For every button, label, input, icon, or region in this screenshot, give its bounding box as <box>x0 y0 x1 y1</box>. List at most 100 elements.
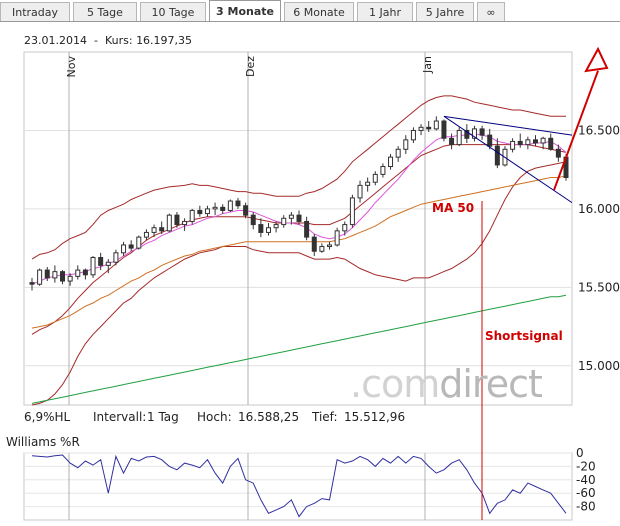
candle-body <box>121 244 127 254</box>
ma50-line <box>31 175 567 329</box>
candle-body <box>265 227 271 233</box>
kurs-label: Kurs: <box>104 34 133 47</box>
candle-body <box>37 269 43 285</box>
y-tick-label: 16.000 <box>578 202 620 216</box>
indicator-label: 6,9%HL <box>24 410 71 424</box>
tab-max[interactable]: ∞ <box>477 2 505 21</box>
williams-tick-label: -80 <box>576 500 596 514</box>
intervall-label: Intervall: <box>93 410 147 424</box>
ma-short-line <box>31 133 567 285</box>
candle-body <box>227 200 233 211</box>
candle-body <box>365 181 371 186</box>
candle-body <box>52 271 58 279</box>
candle-body <box>235 200 241 207</box>
ma200-line <box>31 294 567 404</box>
tab-intraday[interactable]: Intraday <box>0 2 70 21</box>
comdirect-logo: .comdirect <box>350 362 543 406</box>
candle-body <box>525 139 531 146</box>
candle-body <box>319 246 325 252</box>
price-plot-area <box>23 51 573 406</box>
candle-body <box>105 261 111 266</box>
shortsignal-annotation: Shortsignal <box>485 329 563 343</box>
candle-body <box>426 126 432 130</box>
candle-body <box>433 120 439 130</box>
candle-body <box>327 244 333 248</box>
tab-6-monate[interactable]: 6 Monate <box>284 2 354 21</box>
upper-trendline <box>443 115 573 136</box>
williams-tick-label: -60 <box>576 486 596 500</box>
tab-1-jahr[interactable]: 1 Jahr <box>357 2 413 21</box>
williams-plot-area <box>23 452 573 521</box>
candle-body <box>159 227 165 232</box>
candle-body <box>471 128 477 139</box>
candle-body <box>29 282 35 285</box>
bollinger-upper-line <box>31 95 566 260</box>
candle-body <box>540 137 546 144</box>
candle-body <box>410 129 416 141</box>
candle-body <box>243 205 249 216</box>
tab-5-jahre[interactable]: 5 Jahre <box>416 2 474 21</box>
candle-body <box>90 257 96 276</box>
breakout-arrow-head <box>584 46 609 73</box>
williams-tick-label: -40 <box>576 473 596 487</box>
candle-body <box>487 134 493 147</box>
y-tick-label: 16.500 <box>578 123 620 137</box>
ma50-annotation: MA 50 <box>432 201 474 215</box>
candle-body <box>441 120 447 139</box>
logo-dark: direct <box>439 362 543 406</box>
period-tabs: Intraday 5 Tage 10 Tage 3 Monate 6 Monate 1 J… <box>0 0 620 22</box>
williams-tick-label: 0 <box>576 446 584 460</box>
tab-3-monate[interactable]: 3 Monate <box>209 0 281 21</box>
candle-body <box>204 208 210 215</box>
candle-body <box>113 252 119 263</box>
tab-5-tage[interactable]: 5 Tage <box>73 2 137 21</box>
tab-10-tage[interactable]: 10 Tage <box>140 2 206 21</box>
candle-body <box>464 129 470 139</box>
candle-body <box>258 224 264 233</box>
candle-body <box>555 148 561 158</box>
candle-body <box>357 184 363 199</box>
candle-body <box>166 214 172 232</box>
candle-body <box>494 145 500 166</box>
candle-body <box>60 271 66 282</box>
williams-r-line <box>31 454 567 518</box>
breakout-arrow-shaft <box>553 70 599 191</box>
quote-date: 23.01.2014 <box>24 34 87 47</box>
x-tick-label: Jan <box>421 56 434 74</box>
lower-trendline <box>443 115 573 204</box>
candle-body <box>296 214 302 222</box>
candle-body <box>548 137 554 150</box>
candle-body <box>395 148 401 158</box>
candle-body <box>273 224 279 229</box>
candle-body <box>75 269 81 277</box>
tab-divider <box>0 21 620 22</box>
y-tick-label: 15.500 <box>578 280 620 294</box>
hoch-label: Hoch: <box>197 410 232 424</box>
tief-value: 15.512,96 <box>344 410 406 424</box>
intervall-value: 1 Tag <box>147 410 179 424</box>
candle-body <box>334 230 340 246</box>
candle-body <box>128 244 134 249</box>
candle-body <box>517 140 523 146</box>
candle-body <box>403 139 409 150</box>
candle-body <box>82 269 88 276</box>
logo-light: .com <box>350 362 440 406</box>
candle-body <box>342 224 348 232</box>
candle-body <box>510 140 516 150</box>
candle-body <box>189 209 195 222</box>
candle-body <box>182 220 188 226</box>
candle-body <box>388 156 394 168</box>
hoch-value: 16.588,25 <box>238 410 300 424</box>
candle-body <box>479 128 485 136</box>
x-tick-label: Nov <box>65 56 78 78</box>
williams-label: Williams %R <box>6 435 80 449</box>
candle-body <box>281 217 287 226</box>
x-tick-label: Dez <box>244 56 257 77</box>
candle-body <box>250 214 256 226</box>
candle-body <box>449 137 455 146</box>
candle-body <box>349 197 355 226</box>
candle-body <box>136 236 142 249</box>
candle-body <box>456 129 462 146</box>
williams-tick-label: -20 <box>576 459 596 473</box>
bollinger-lower-line <box>31 161 567 406</box>
